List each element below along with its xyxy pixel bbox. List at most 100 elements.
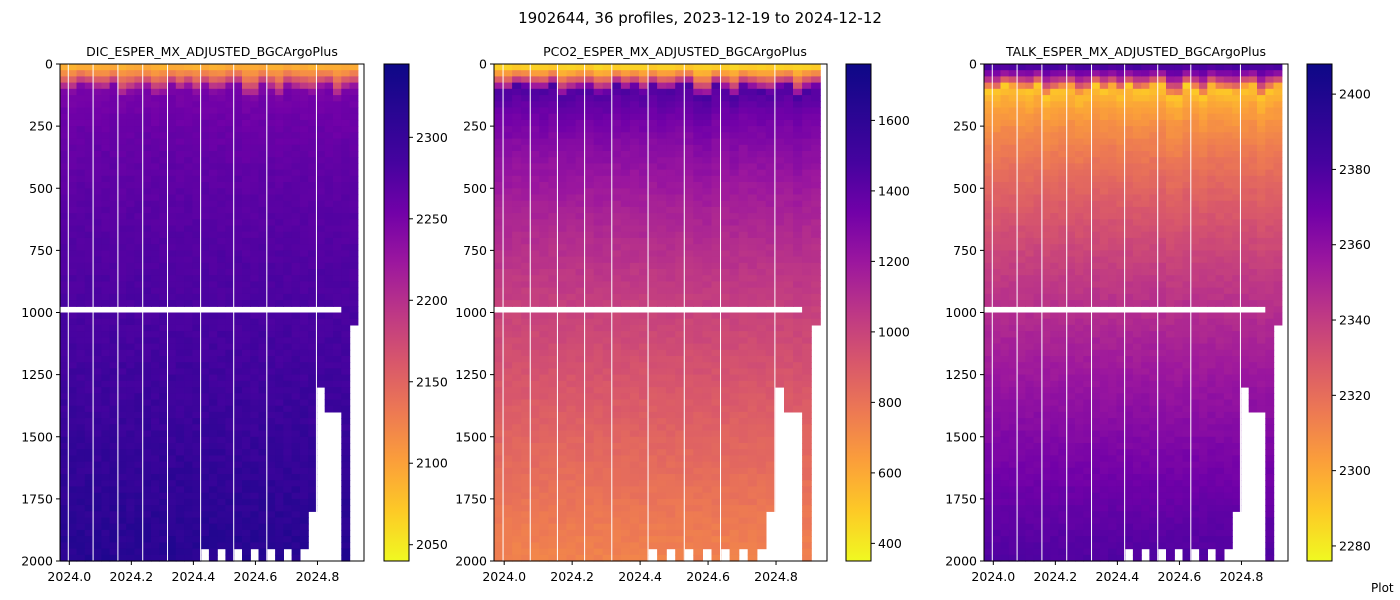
heatmap-cell <box>283 151 293 158</box>
heatmap-cell <box>217 95 227 102</box>
heatmap-cell <box>76 331 86 338</box>
heatmap-cell <box>657 430 667 438</box>
heatmap-cell <box>566 436 577 444</box>
heatmap-cell <box>184 486 193 494</box>
heatmap-cell <box>60 511 69 519</box>
heatmap-cell <box>225 380 235 388</box>
heatmap-cell <box>720 368 731 376</box>
heatmap-cell <box>593 362 604 369</box>
heatmap-cell <box>639 256 649 264</box>
heatmap-cell <box>308 182 318 189</box>
heatmap-cell <box>629 492 640 500</box>
heatmap-cell <box>539 443 549 450</box>
heatmap-cell <box>151 250 160 258</box>
heatmap-cell <box>684 70 694 77</box>
heatmap-cell <box>217 256 227 264</box>
heatmap-cell <box>512 244 522 251</box>
heatmap-cell <box>266 411 276 419</box>
heatmap-cell <box>167 480 177 487</box>
heatmap-cell <box>738 138 749 146</box>
heatmap-cell <box>566 324 577 332</box>
heatmap-cell <box>275 188 284 196</box>
heatmap-cell <box>184 231 193 239</box>
heatmap-cell <box>503 76 513 84</box>
heatmap-cell <box>60 449 69 456</box>
heatmap-cell <box>233 64 243 71</box>
heatmap-cell <box>175 318 185 326</box>
heatmap-cell <box>629 430 640 438</box>
heatmap-cell <box>242 250 251 258</box>
heatmap-cell <box>283 511 293 519</box>
heatmap-cell <box>159 449 169 456</box>
heatmap-cell <box>639 430 649 438</box>
heatmap-cell <box>208 182 218 189</box>
heatmap-cell <box>258 144 268 152</box>
heatmap-cell <box>747 213 758 220</box>
heatmap-cell <box>593 380 604 388</box>
heatmap-cell <box>602 225 613 233</box>
heatmap-cell <box>729 331 740 338</box>
heatmap-cell <box>142 262 152 270</box>
heatmap-cell <box>93 175 102 183</box>
heatmap-cell <box>729 467 740 475</box>
heatmap-cell <box>142 362 152 369</box>
heatmap-cell <box>530 393 540 401</box>
heatmap-cell <box>702 188 713 196</box>
heatmap-cell <box>557 393 568 401</box>
heatmap-cell <box>620 517 631 525</box>
heatmap-cell <box>109 436 119 444</box>
heatmap-cell <box>729 95 740 102</box>
heatmap-cell <box>233 244 243 251</box>
heatmap-cell <box>250 281 260 289</box>
heatmap-cell <box>324 107 334 115</box>
heatmap-cell <box>639 262 649 270</box>
heatmap-cell <box>593 64 604 71</box>
heatmap-cell <box>291 498 301 506</box>
heatmap-cell <box>266 542 276 550</box>
heatmap-cell <box>720 132 731 140</box>
heatmap-cell <box>60 281 69 289</box>
heatmap-cell <box>341 443 351 450</box>
heatmap-cell <box>275 64 284 71</box>
heatmap-cell <box>250 132 260 140</box>
heatmap-cell <box>84 331 94 338</box>
heatmap-cell <box>242 455 251 463</box>
heatmap-cell <box>738 405 749 413</box>
heatmap-cell <box>747 144 758 152</box>
heatmap-cell <box>657 200 667 208</box>
heatmap-cell <box>548 231 559 239</box>
heatmap-cell <box>316 343 326 351</box>
heatmap-cell <box>250 368 260 376</box>
heatmap-cell <box>266 480 276 487</box>
heatmap-cell <box>629 126 640 133</box>
heatmap-cell <box>620 505 631 512</box>
heatmap-cell <box>275 424 284 432</box>
heatmap-cell <box>611 206 622 214</box>
heatmap-cell <box>566 529 577 537</box>
heatmap-cell <box>93 293 102 301</box>
heatmap-cell <box>566 126 577 133</box>
heatmap-cell <box>620 498 631 506</box>
heatmap-cell <box>68 331 78 338</box>
heatmap-cell <box>702 430 713 438</box>
heatmap-cell <box>738 157 749 164</box>
heatmap-cell <box>720 88 731 96</box>
heatmap-cell <box>341 132 351 140</box>
heatmap-cell <box>93 529 102 537</box>
heatmap-cell <box>117 542 127 550</box>
heatmap-cell <box>283 393 293 401</box>
heatmap-cell <box>101 542 111 550</box>
heatmap-cell <box>521 237 531 245</box>
heatmap-cell <box>167 387 177 394</box>
heatmap-cell <box>167 511 177 519</box>
heatmap-cell <box>702 343 713 351</box>
heatmap-cell <box>548 523 559 531</box>
heatmap-cell <box>675 356 685 363</box>
heatmap-cell <box>275 554 284 562</box>
heatmap-cell <box>283 76 293 84</box>
heatmap-cell <box>275 318 284 326</box>
heatmap-cell <box>299 474 309 481</box>
heatmap-cell <box>84 529 94 537</box>
heatmap-cell <box>648 175 658 183</box>
panel-title: DIC_ESPER_MX_ADJUSTED_BGCArgoPlus <box>86 44 338 59</box>
